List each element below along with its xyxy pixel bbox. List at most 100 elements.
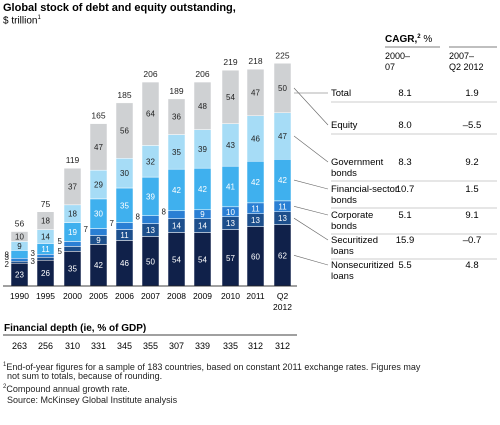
legend-leader-line xyxy=(293,135,329,163)
bar-value-label: 42 xyxy=(251,178,260,187)
bar-value-label: 30 xyxy=(94,210,103,219)
bar-value-label: 35 xyxy=(120,201,129,210)
cagr-2007-q2-2012-value: 1.9 xyxy=(465,88,478,99)
bar-value-label: 9 xyxy=(96,236,101,245)
bar-value-label: 30 xyxy=(120,169,129,178)
bar-value-label: 13 xyxy=(251,216,260,225)
bar-segment-equity xyxy=(141,81,160,146)
bar-value-label: 47 xyxy=(251,88,260,97)
financial-depth-value: 345 xyxy=(117,341,132,351)
bar-segment-corporate xyxy=(167,210,186,219)
x-tick-label: 2007 xyxy=(141,291,160,301)
x-tick-label: 1990 xyxy=(10,291,29,301)
x-tick-label: 2000 xyxy=(63,291,82,301)
cagr-2000-07-value: 8.3 xyxy=(398,157,411,168)
bar-value-label: 50 xyxy=(146,257,155,266)
footnote-marker: 1 xyxy=(37,15,41,21)
bar-segment-securitized xyxy=(36,257,55,261)
bar-value-label: 14 xyxy=(41,233,50,242)
bar-segment-corporate xyxy=(36,254,55,258)
x-tick-label: 2006 xyxy=(115,291,134,301)
bar-value-label-outside: 3 xyxy=(31,249,36,258)
legend-label-securitized: loans xyxy=(331,246,354,257)
bar-total-label: 219 xyxy=(223,57,237,67)
bar-value-label: 36 xyxy=(172,113,181,122)
cagr-col2-header: 2007– xyxy=(449,51,474,61)
bar-total-label: 185 xyxy=(117,90,131,100)
x-tick-label: 2011 xyxy=(246,291,265,301)
x-tick-labels: 1990 1995 2000 2005 2006 2007 2008 2009 2010 2011… xyxy=(10,291,292,312)
bar-value-label: 39 xyxy=(146,192,155,201)
legend-label-corporate: Corporate xyxy=(331,210,373,221)
bar-segment-equity xyxy=(63,167,82,206)
bar-value-label-outside: 5 xyxy=(58,247,63,256)
bar-value-label: 10 xyxy=(15,233,24,242)
bar-value-label-outside: 7 xyxy=(110,219,115,228)
legend-leader-line xyxy=(293,217,329,241)
x-tick-label: 2012 xyxy=(273,302,292,312)
bar-segment-equity xyxy=(193,81,212,130)
financial-depth-values: 263 256 310 331 345 355 307 339 335 312 312 xyxy=(12,341,290,351)
cagr-2000-07-value: 5.5 xyxy=(398,260,411,271)
bar-value-label: 18 xyxy=(41,217,50,226)
bar-value-label: 54 xyxy=(172,255,181,264)
legend-leader-line xyxy=(293,206,329,216)
cagr-2007-q2-2012-value: 1.5 xyxy=(465,184,478,195)
financial-depth-value: 307 xyxy=(169,341,184,351)
bar-value-label: 62 xyxy=(278,251,287,260)
bar-value-label: 54 xyxy=(226,93,235,102)
bar-labels-layer: 2391026111418351918374293029474611353056… xyxy=(15,84,287,280)
cagr-2007-q2-2012-value: –5.5 xyxy=(463,120,482,131)
bar-value-label-outside: 2 xyxy=(5,260,10,269)
bar-value-label: 46 xyxy=(120,259,129,268)
bar-value-label: 42 xyxy=(278,176,287,185)
bar-total-label: 225 xyxy=(275,50,289,60)
bar-value-label: 64 xyxy=(146,110,155,119)
bar-value-label: 43 xyxy=(226,141,235,150)
bar-value-label: 11 xyxy=(41,245,50,254)
bar-segment-corporate xyxy=(141,215,160,224)
bar-segment-equity xyxy=(10,231,29,242)
legend-label-nonsecuritized: Nonsecuritized xyxy=(331,260,394,271)
legend-leader-line xyxy=(293,255,329,266)
bar-value-label-outside: 8 xyxy=(5,250,10,259)
bar-segment-equity xyxy=(115,102,134,159)
bar-segment-corporate xyxy=(10,258,29,262)
financial-depth-value: 312 xyxy=(248,341,263,351)
bar-value-label: 48 xyxy=(198,102,207,111)
bar-total-label: 75 xyxy=(41,199,51,209)
legend-label-government: bonds xyxy=(331,168,357,179)
bar-value-label: 41 xyxy=(226,183,235,192)
bar-segment-equity xyxy=(246,68,265,116)
bar-total-label: 218 xyxy=(248,56,262,66)
bar-total-label: 206 xyxy=(195,69,209,79)
bar-segment-equity xyxy=(167,98,186,135)
footnote-1: 1End-of-year figures for a sample of 183… xyxy=(3,362,421,372)
bar-value-label: 14 xyxy=(198,222,207,231)
cagr-2007-q2-2012-value: 4.8 xyxy=(465,260,478,271)
bar-value-label: 29 xyxy=(94,181,103,190)
bar-value-label: 56 xyxy=(120,127,129,136)
chart-title: Global stock of debt and equity outstand… xyxy=(3,2,236,14)
cagr-2007-q2-2012-value: 9.2 xyxy=(465,157,478,168)
bar-value-label: 14 xyxy=(172,222,181,231)
cagr-2000-07-value: 8.1 xyxy=(398,88,411,99)
x-tick-label: 2008 xyxy=(167,291,186,301)
bar-segment-financial xyxy=(10,250,29,259)
bar-value-label: 18 xyxy=(68,210,77,219)
bar-value-label: 47 xyxy=(94,143,103,152)
financial-depth-value: 310 xyxy=(65,341,80,351)
bar-value-label: 47 xyxy=(278,132,287,141)
bar-segment-corporate xyxy=(63,241,82,247)
unit-label: $ trillion xyxy=(3,15,38,27)
bar-value-label-outside: 5 xyxy=(58,237,63,246)
bar-value-label: 54 xyxy=(198,255,207,264)
legend-label-total: Total xyxy=(331,88,351,99)
bar-total-label: 119 xyxy=(66,155,80,165)
bar-segment-corporate xyxy=(89,228,108,236)
x-tick-label: 2010 xyxy=(221,291,240,301)
legend-label-securitized: Securitized xyxy=(331,235,378,246)
